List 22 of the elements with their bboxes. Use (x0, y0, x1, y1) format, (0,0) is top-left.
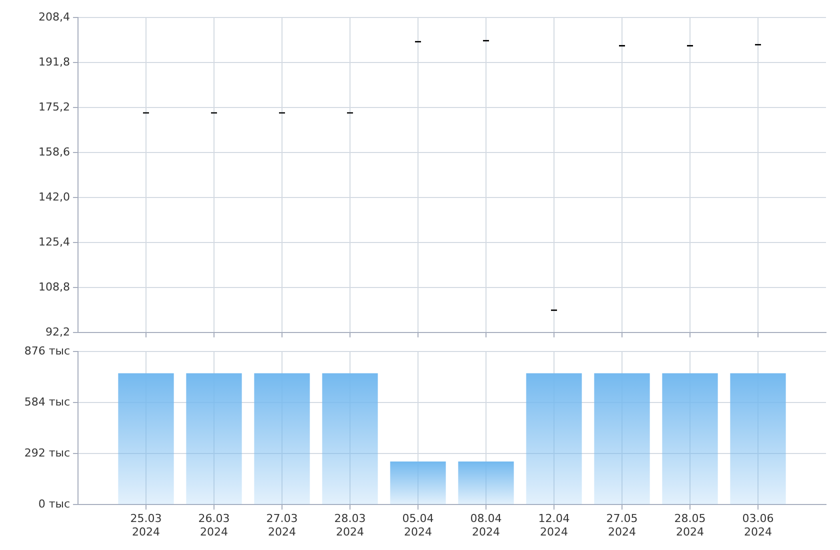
y-tick-label: 0 тыс (38, 497, 70, 510)
y-tick-label: 292 тыс (24, 446, 70, 460)
x-tick-label: 27.03 2024 (266, 512, 298, 538)
y-tick-label: 175,2 (38, 100, 70, 114)
y-tick-label: 92,2 (46, 325, 70, 338)
y-tick-label: 208,4 (38, 10, 70, 24)
y-tick-label: 876 тыс (24, 344, 70, 358)
y-tick-label: 158,6 (38, 145, 70, 158)
y-tick-label: 142,0 (38, 190, 70, 204)
x-tick-label: 12.04 2024 (538, 512, 570, 538)
y-tick-label: 108,8 (38, 280, 70, 294)
x-tick-label: 05.04 2024 (402, 512, 434, 538)
x-tick-label: 25.03 2024 (130, 512, 162, 538)
y-tick-label: 125,4 (38, 235, 70, 248)
x-tick-label: 26.03 2024 (198, 512, 230, 538)
y-tick-label: 584 тыс (24, 395, 70, 408)
x-tick-label: 28.03 2024 (334, 512, 366, 538)
y-tick-label: 191,8 (38, 55, 70, 68)
x-tick-label: 03.06 2024 (742, 512, 774, 538)
x-tick-label: 08.04 2024 (470, 512, 502, 538)
x-tick-label: 28.05 2024 (674, 512, 706, 538)
x-tick-label: 27.05 2024 (606, 512, 638, 538)
